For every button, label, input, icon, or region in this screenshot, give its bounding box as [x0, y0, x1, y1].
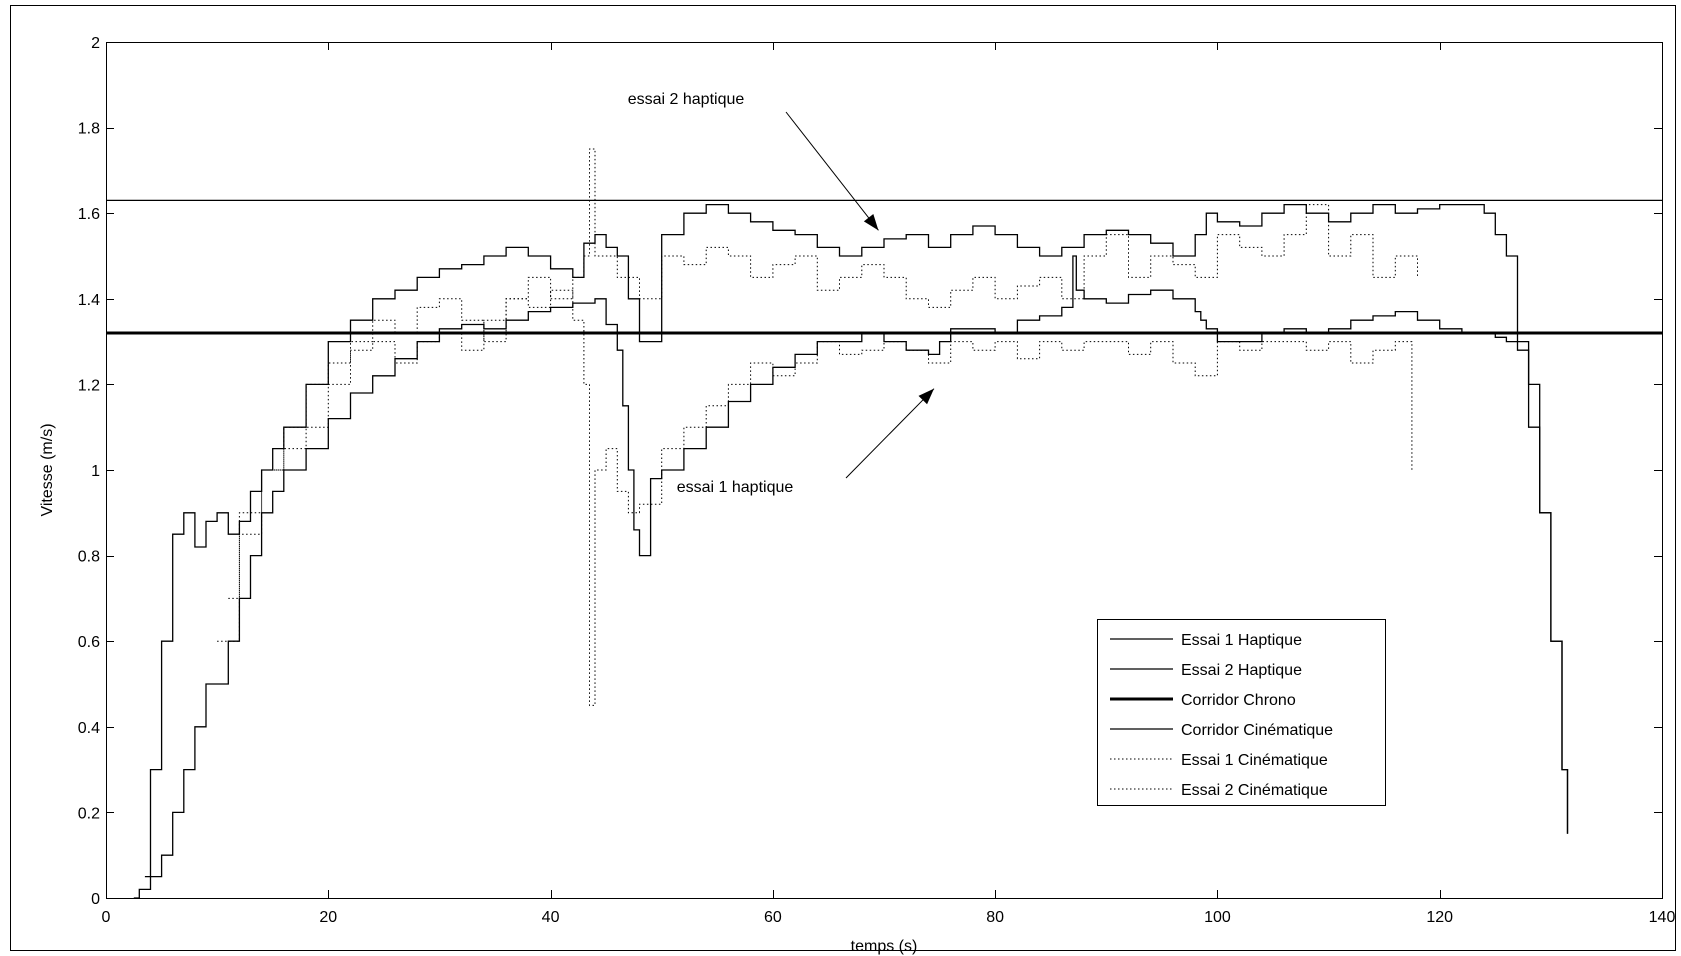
- series-essai-1-cin-matique: [217, 289, 1413, 706]
- y-tick-label: 0.8: [78, 549, 100, 566]
- series-essai-2-cin-matique: [228, 148, 1418, 599]
- y-tick-label: 0.4: [78, 720, 100, 737]
- y-tick-label: 1: [91, 463, 100, 480]
- x-tick-label: 40: [542, 909, 560, 926]
- legend-label: Essai 2 Cinématique: [1181, 782, 1328, 799]
- annotation-arrow-line: [785, 111, 879, 231]
- legend: Essai 1 Haptique Essai 2 Haptique Corridor…: [1097, 619, 1386, 806]
- figure-border: [10, 5, 1676, 951]
- y-tick-label: 1.2: [78, 377, 100, 394]
- series-layer: [106, 148, 1662, 898]
- x-tick-label: 80: [986, 909, 1004, 926]
- y-tick-label: 1.4: [78, 292, 100, 309]
- y-tick-label: 1.6: [78, 206, 100, 223]
- annotation-label: essai 1 haptique: [677, 479, 794, 496]
- annotation-arrow-head: [863, 214, 879, 231]
- legend-label: Essai 1 Haptique: [1181, 632, 1302, 649]
- legend-label: Essai 1 Cinématique: [1181, 752, 1328, 769]
- y-tick-label: 0.2: [78, 805, 100, 822]
- legend-label: Essai 2 Haptique: [1181, 662, 1302, 679]
- ticks-layer: 0 20 40 60 80 100 120 140 0 0.2 0.4 0.6 0.8 1 1.2 1.4 1.…: [78, 35, 1676, 926]
- series-essai-1-haptique: [133, 255, 1569, 898]
- x-tick-label: 0: [102, 909, 111, 926]
- x-tick-label: 120: [1426, 909, 1453, 926]
- x-tick-label: 60: [764, 909, 782, 926]
- y-tick-label: 0: [91, 891, 100, 908]
- y-tick-label: 1.8: [78, 121, 100, 138]
- annotations: essai 2 haptique essai 1 haptique: [628, 91, 935, 496]
- y-axis-label: Vitesse (m/s): [39, 423, 56, 516]
- series-essai-2-haptique: [144, 203, 1569, 878]
- legend-label: Corridor Cinématique: [1181, 722, 1333, 739]
- y-tick-label: 2: [91, 35, 100, 52]
- legend-label: Corridor Chrono: [1181, 692, 1296, 709]
- annotation-arrow-head: [918, 388, 935, 405]
- legend-box: [1097, 619, 1386, 806]
- annotation-label: essai 2 haptique: [628, 91, 745, 108]
- annotation-arrow-line: [845, 388, 935, 479]
- x-tick-label: 140: [1649, 909, 1676, 926]
- x-axis-label: temps (s): [851, 938, 918, 955]
- x-tick-label: 100: [1204, 909, 1231, 926]
- y-tick-label: 0.6: [78, 634, 100, 651]
- x-tick-label: 20: [319, 909, 337, 926]
